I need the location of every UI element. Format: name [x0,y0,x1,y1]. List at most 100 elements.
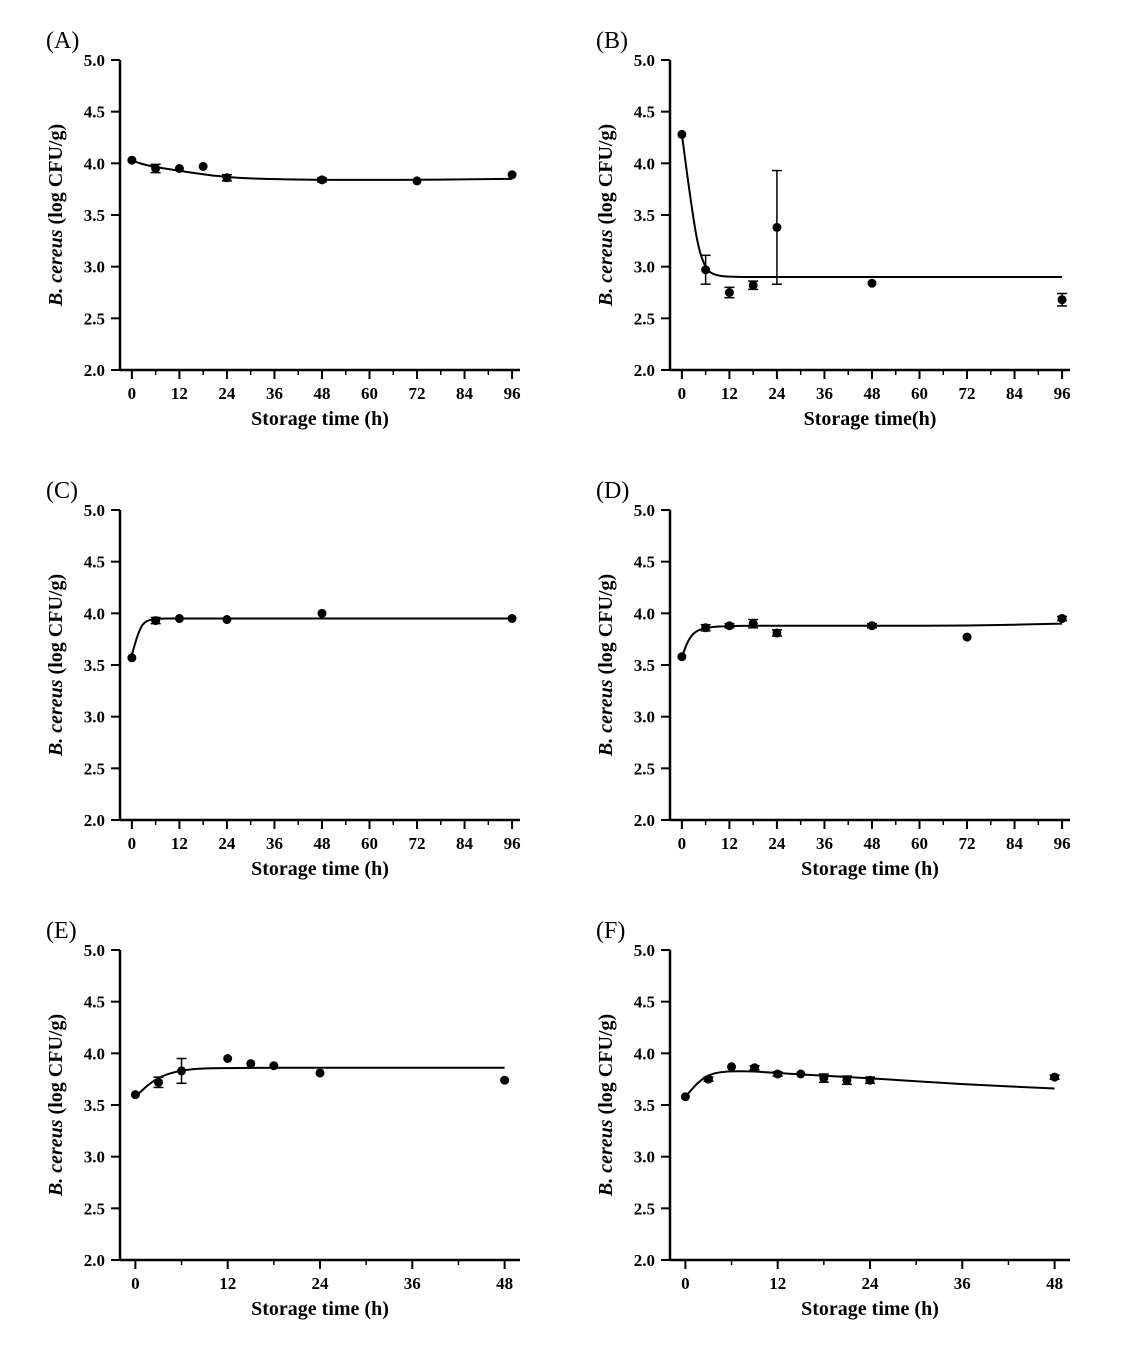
panel-label: (B) [596,28,628,55]
x-tick-label: 0 [128,834,137,853]
x-tick-label: 60 [361,384,378,403]
data-point [175,164,184,173]
data-point [317,175,326,184]
x-tick-label: 84 [456,384,474,403]
data-point [819,1074,828,1083]
y-tick-label: 3.5 [634,1096,655,1115]
y-tick-label: 3.0 [634,1148,655,1167]
panel-F: (F)2.02.53.03.54.04.55.0012243648Storage… [590,920,1090,1340]
data-point [222,173,231,182]
y-tick-label: 4.5 [634,103,655,122]
x-tick-label: 0 [678,834,687,853]
data-point [772,223,781,232]
y-tick-label: 3.0 [634,258,655,277]
x-tick-label: 60 [361,834,378,853]
chart: 2.02.53.03.54.04.55.001224364860728496St… [40,30,540,450]
y-axis-label: B. cereus (log CFU/g) [45,574,67,757]
y-axis-label: B. cereus (log CFU/g) [595,124,617,307]
y-tick-label: 4.5 [84,993,105,1012]
data-point [199,162,208,171]
x-tick-label: 12 [721,384,738,403]
y-tick-label: 5.0 [634,501,655,520]
y-tick-label: 2.5 [84,759,105,778]
panel-C: (C)2.02.53.03.54.04.55.00122436486072849… [40,480,540,900]
x-tick-label: 48 [863,384,880,403]
x-tick-label: 84 [456,834,474,853]
x-tick-label: 24 [862,1274,880,1293]
panel-B: (B)2.02.53.03.54.04.55.00122436486072849… [590,30,1090,450]
y-tick-label: 2.0 [634,1251,655,1270]
data-point [316,1068,325,1077]
y-tick-label: 4.0 [84,1044,105,1063]
x-axis-label: Storage time (h) [251,1298,389,1320]
data-point [1058,614,1067,623]
x-tick-label: 0 [128,384,137,403]
y-tick-label: 2.0 [84,361,105,380]
panel-label: (F) [596,918,625,945]
x-tick-label: 96 [1054,384,1071,403]
data-point [681,1092,690,1101]
x-tick-label: 96 [1054,834,1071,853]
data-point [131,1090,140,1099]
data-point [963,633,972,642]
y-tick-label: 3.5 [634,656,655,675]
x-tick-label: 0 [131,1274,140,1293]
y-tick-label: 2.0 [634,811,655,830]
data-point [500,1076,509,1085]
data-point [772,628,781,637]
y-tick-label: 4.5 [634,553,655,572]
data-point [127,653,136,662]
data-point [677,130,686,139]
data-point [508,170,517,179]
data-point [222,615,231,624]
y-tick-label: 3.0 [84,1148,105,1167]
y-tick-label: 2.5 [634,1199,655,1218]
x-axis-label: Storage time (h) [801,858,939,880]
y-tick-label: 3.5 [84,206,105,225]
data-point [175,614,184,623]
x-tick-label: 72 [409,834,426,853]
y-tick-label: 4.5 [84,103,105,122]
x-tick-label: 48 [496,1274,513,1293]
fitted-curve [682,134,1062,277]
data-point [1058,295,1067,304]
x-tick-label: 12 [171,384,188,403]
x-tick-label: 96 [504,384,521,403]
x-tick-label: 72 [959,834,976,853]
x-axis-label: Storage time(h) [804,408,937,430]
data-point [223,1054,232,1063]
data-point [704,1075,713,1084]
chart: 2.02.53.03.54.04.55.001224364860728496St… [590,480,1090,900]
y-tick-label: 5.0 [84,501,105,520]
y-tick-label: 3.0 [84,708,105,727]
y-tick-label: 2.5 [84,1199,105,1218]
data-point [151,616,160,625]
data-point [725,621,734,630]
data-point [867,621,876,630]
chart: 2.02.53.03.54.04.55.001224364860728496St… [40,480,540,900]
data-point [725,288,734,297]
data-point [413,176,422,185]
data-point [246,1059,255,1068]
data-point [749,281,758,290]
x-tick-label: 24 [218,834,236,853]
x-tick-label: 48 [313,834,330,853]
panel-label: (A) [46,28,79,55]
x-tick-label: 72 [409,384,426,403]
x-tick-label: 0 [681,1274,690,1293]
x-tick-label: 60 [911,834,928,853]
data-point [701,623,710,632]
x-tick-label: 48 [863,834,880,853]
x-tick-label: 12 [171,834,188,853]
y-tick-label: 3.0 [634,708,655,727]
x-tick-label: 36 [266,384,283,403]
x-tick-label: 84 [1006,834,1024,853]
data-point [317,609,326,618]
x-tick-label: 36 [266,834,283,853]
y-axis-label: B. cereus (log CFU/g) [595,1014,617,1197]
data-point [127,156,136,165]
x-axis-label: Storage time (h) [251,408,389,430]
data-point [1050,1073,1059,1082]
y-axis-label: B. cereus (log CFU/g) [595,574,617,757]
y-tick-label: 5.0 [634,941,655,960]
